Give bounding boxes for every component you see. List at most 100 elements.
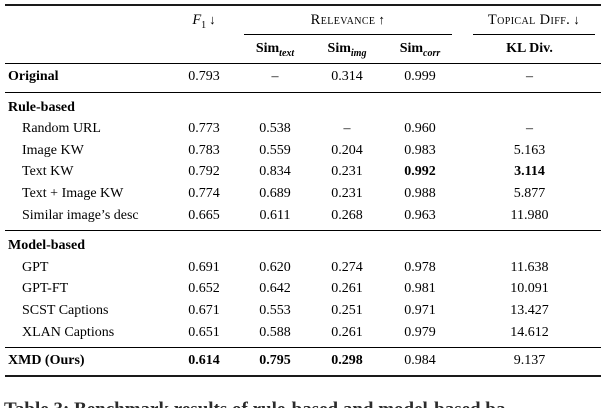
cell-value (382, 230, 458, 257)
cell-value: 0.620 (259, 259, 291, 275)
table-row: Image KW 0.783 0.559 0.204 0.983 5.163 (5, 140, 601, 162)
header-empty-cell (5, 5, 170, 35)
cell-value: 0.971 (404, 302, 436, 318)
row-label: Original (8, 69, 59, 84)
table-header: F1 ↓ Relevance ↑ Topical Diff. ↓ Simtext S (5, 5, 601, 64)
cell-value: 0.963 (404, 207, 436, 223)
cell-value: 0.314 (331, 69, 363, 84)
cell-value: 0.642 (259, 281, 291, 297)
cell-value: 0.588 (259, 324, 291, 340)
header-topical-group: Topical Diff. ↓ (458, 5, 601, 35)
cell-value: 0.231 (331, 185, 363, 201)
table-row: Model-based (5, 230, 601, 257)
cell-value (238, 230, 312, 257)
cell-value: 9.137 (458, 347, 601, 376)
cell-value: 0.988 (404, 185, 436, 201)
cell-value: 0.691 (188, 259, 220, 275)
cell-value: 0.261 (331, 324, 363, 340)
cell-value: 0.298 (312, 347, 382, 376)
table-caption-clipped: Table 3: Benchmark results of rule-based… (4, 395, 604, 408)
cell-value: 0.984 (382, 347, 458, 376)
header-sim-img: Simimg (312, 35, 382, 64)
cell-value (238, 91, 312, 119)
header-f1: F1 ↓ (170, 5, 238, 35)
cell-value: 0.783 (188, 142, 220, 158)
header-kl-div: KL Div. (458, 35, 601, 64)
cell-value: – (526, 69, 533, 84)
table-row: XMD (Ours) 0.614 0.795 0.298 0.984 9.137 (5, 347, 601, 376)
header-empty-cell (170, 35, 238, 64)
cell-value: 0.792 (188, 164, 220, 180)
table-body: Original 0.793–0.314 0.999– Rule-based Rando… (5, 64, 601, 376)
cell-value: 0.960 (404, 121, 436, 137)
cell-value: 0.793 (188, 69, 220, 84)
row-label: Similar image’s desc (22, 207, 139, 223)
cell-value: 5.877 (513, 185, 546, 201)
table-row: XLAN Captions 0.651 0.588 0.261 0.979 14.612 (5, 322, 601, 348)
cell-value (170, 91, 238, 119)
header-sim-corr: Simcorr (382, 35, 458, 64)
row-label: Model-based (5, 230, 170, 257)
header-sim-text: Simtext (238, 35, 312, 64)
cell-value (458, 91, 601, 119)
cell-value: 0.979 (404, 324, 436, 340)
row-label: Random URL (22, 121, 101, 137)
row-label: SCST Captions (22, 302, 109, 318)
header-relevance-group: Relevance ↑ (238, 5, 458, 35)
cell-value: 0.274 (331, 259, 363, 275)
cell-value (312, 91, 382, 119)
cell-value: 13.427 (510, 302, 549, 318)
cell-value: 0.774 (188, 185, 220, 201)
header-row-metrics: Simtext Simimg Simcorr KL Div. (5, 35, 601, 64)
cell-value: 3.114 (514, 164, 545, 180)
cell-value: 0.665 (188, 207, 220, 223)
cell-value: 0.834 (259, 164, 291, 180)
cell-value: 0.652 (188, 281, 220, 297)
cell-value: 0.204 (331, 142, 363, 158)
cell-value: 0.614 (170, 347, 238, 376)
row-label: Rule-based (5, 91, 170, 119)
cell-value: 0.795 (238, 347, 312, 376)
row-label: GPT (22, 259, 49, 275)
f1-subscript: 1 (201, 19, 207, 31)
row-label: Image KW (22, 142, 84, 158)
table-row: Text KW 0.792 0.834 0.231 0.992 3.114 (5, 161, 601, 183)
cell-value: 0.261 (331, 281, 363, 297)
cell-value: 0.553 (259, 302, 291, 318)
header-empty-cell (5, 35, 170, 64)
relevance-label: Relevance (310, 11, 376, 28)
caption-text: Table 3: Benchmark results of rule-based… (4, 399, 604, 408)
header-row-groups: F1 ↓ Relevance ↑ Topical Diff. ↓ (5, 5, 601, 35)
cell-value: 0.983 (404, 142, 436, 158)
row-label: Text + Image KW (22, 185, 124, 201)
cell-value (382, 91, 458, 119)
table-row: SCST Captions 0.671 0.553 0.251 0.971 13.427 (5, 300, 601, 322)
cell-value: 0.992 (404, 164, 436, 180)
cell-value: 0.251 (331, 302, 363, 318)
cell-value: 0.231 (331, 164, 363, 180)
cell-value: 0.538 (259, 121, 291, 137)
results-table: F1 ↓ Relevance ↑ Topical Diff. ↓ Simtext S (5, 4, 601, 377)
cell-value: 0.773 (188, 121, 220, 137)
row-label: XMD (Ours) (5, 347, 170, 376)
cell-value: 5.163 (513, 142, 546, 158)
row-label: XLAN Captions (22, 324, 115, 340)
cell-value (458, 230, 601, 257)
topical-diff-label: Topical Diff. (487, 11, 571, 28)
cell-value: 0.559 (259, 142, 291, 158)
table-row: GPT-FT 0.652 0.642 0.261 0.981 10.091 (5, 278, 601, 300)
f1-symbol: F (192, 12, 202, 28)
cell-value: 0.981 (404, 281, 436, 297)
cell-value: 11.980 (510, 207, 549, 223)
table-row: Similar image’s desc 0.665 0.611 0.268 0.963… (5, 205, 601, 231)
down-arrow-icon: ↓ (209, 12, 216, 27)
cell-value: 0.651 (188, 324, 220, 340)
cell-value: – (343, 121, 351, 137)
table-row: Text + Image KW 0.774 0.689 0.231 0.988 5.877 (5, 183, 601, 205)
table-row: Original 0.793 – 0.314 0.999 – (5, 64, 601, 93)
cell-value: 11.638 (510, 259, 549, 275)
cell-value: – (526, 121, 533, 137)
cell-value: 0.689 (259, 185, 291, 201)
cell-value (170, 230, 238, 257)
